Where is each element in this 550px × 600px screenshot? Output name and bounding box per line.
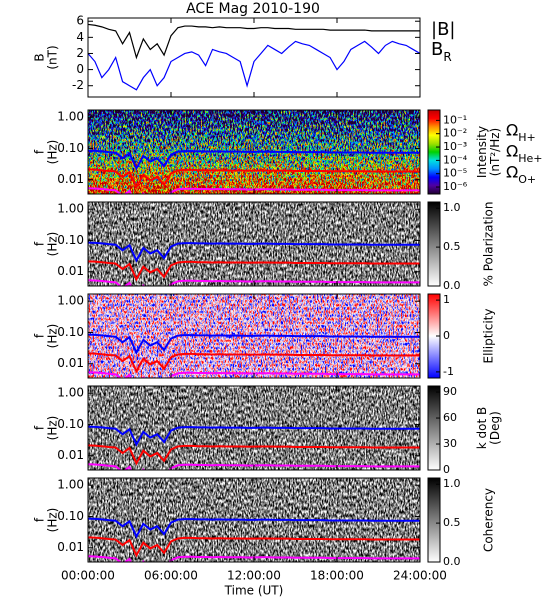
y-axis-label: f [33, 333, 47, 338]
x-tick-label: 06:00:00 [144, 569, 198, 583]
y-tick-label: 2 [76, 46, 84, 60]
y-tick-label: 0.10 [57, 417, 84, 431]
y-tick-label: 0.10 [57, 325, 84, 339]
gyrofrequency-legend: ΩHe+ [506, 142, 543, 165]
y-tick-label: 0.10 [57, 233, 84, 247]
colorbar [427, 201, 441, 287]
y-tick-label: 1.00 [57, 294, 84, 308]
colorbar-tick-label: 10⁻² [443, 127, 467, 140]
colorbar-tick-label: -1 [443, 365, 454, 378]
colorbar-tick-label: 10⁻³ [443, 140, 467, 153]
y-axis-label: (Hz) [46, 416, 60, 441]
y-tick-label: 1.00 [57, 110, 84, 124]
y-axis-label: f [33, 149, 47, 154]
y-tick-label: 1.00 [57, 202, 84, 216]
gyrofrequency-legend: ΩH+ [506, 121, 536, 144]
legend-label: BR [431, 39, 452, 64]
y-axis-label: B [33, 53, 47, 61]
colorbar-tick-label: 0.5 [443, 240, 461, 253]
gyrofrequency-line [88, 517, 420, 539]
colorbar-label: Intensity [475, 126, 489, 178]
colorbar [427, 109, 441, 195]
y-tick-label: 1.00 [57, 478, 84, 492]
y-tick-label: 1.00 [57, 386, 84, 400]
x-axis-label: Time (UT) [224, 584, 284, 598]
y-tick-label: 0.01 [57, 264, 84, 278]
gyrofrequency-line [88, 536, 420, 558]
y-axis-label: f [33, 517, 47, 522]
gyrofrequency-line [88, 425, 420, 447]
gyrofrequency-line [88, 149, 420, 171]
colorbar-tick-label: 1 [443, 293, 450, 306]
x-tick-label: 24:00:00 [393, 569, 447, 583]
colorbar-tick-label: 10⁻⁵ [443, 167, 467, 180]
chart-title: ACE Mag 2010-190 [186, 1, 320, 17]
colorbar-tick-label: 90 [443, 385, 457, 398]
y-tick-label: 6 [76, 14, 84, 28]
gyrofrequency-legend: ΩO+ [506, 163, 536, 186]
y-tick-label: 4 [76, 30, 84, 44]
colorbar-tick-label: 10⁻⁶ [443, 180, 468, 193]
y-axis-label: (Hz) [46, 508, 60, 533]
colorbar-label: Ellipticity [482, 309, 496, 364]
y-tick-label: 0.01 [57, 356, 84, 370]
x-tick-label: 00:00:00 [61, 569, 115, 583]
y-axis-label: f [33, 425, 47, 430]
y-axis-label: (Hz) [46, 140, 60, 165]
x-tick-label: 18:00:00 [310, 569, 364, 583]
colorbar-tick-label: 30 [443, 437, 457, 450]
x-tick-label: 12:00:00 [227, 569, 281, 583]
colorbar-tick-label: 0 [443, 329, 450, 342]
colorbar [427, 477, 441, 563]
colorbar-tick-label: 0.5 [443, 516, 461, 529]
colorbar-label: (nT²/Hz) [488, 128, 502, 176]
y-tick-label: 0 [76, 62, 84, 76]
gyrofrequency-line [88, 333, 420, 355]
y-axis-label: f [33, 241, 47, 246]
y-axis-label: (nT) [46, 45, 60, 69]
colorbar-tick-label: 0.0 [443, 555, 461, 568]
colorbar-tick-label: 10⁻⁴ [443, 153, 468, 166]
y-tick-label: 0.01 [57, 540, 84, 554]
y-tick-label: 0.01 [57, 448, 84, 462]
y-tick-label: 0.10 [57, 141, 84, 155]
colorbar [427, 385, 441, 471]
colorbar-tick-label: 1.0 [443, 477, 461, 490]
legend-label: |B| [431, 19, 455, 40]
series-line [88, 23, 420, 60]
y-axis-label: (Hz) [46, 324, 60, 349]
y-tick-label: -2 [72, 78, 84, 92]
colorbar-tick-label: 0.0 [443, 279, 461, 292]
gyrofrequency-line [88, 352, 420, 374]
lines [88, 23, 420, 91]
y-axis-label: (Hz) [46, 232, 60, 257]
colorbar-tick-label: 10⁻¹ [443, 113, 467, 126]
gyrofrequency-line [88, 241, 420, 263]
plot-frame [87, 17, 421, 98]
series-line [88, 40, 420, 91]
gyrofrequency-line [88, 168, 420, 190]
gyrofrequency-line [88, 260, 420, 282]
colorbar-label: Coherency [482, 488, 496, 552]
y-tick-label: 0.01 [57, 172, 84, 186]
colorbar-tick-label: 60 [443, 411, 457, 424]
colorbar-tick-label: 0 [443, 463, 450, 476]
colorbar-tick-label: 1.0 [443, 201, 461, 214]
colorbar-label: k dot B [475, 407, 489, 449]
colorbar-label: (Deg) [488, 411, 502, 445]
y-tick-label: 0.10 [57, 509, 84, 523]
colorbar-label: % Polarization [482, 202, 496, 287]
gyrofrequency-line [88, 444, 420, 466]
